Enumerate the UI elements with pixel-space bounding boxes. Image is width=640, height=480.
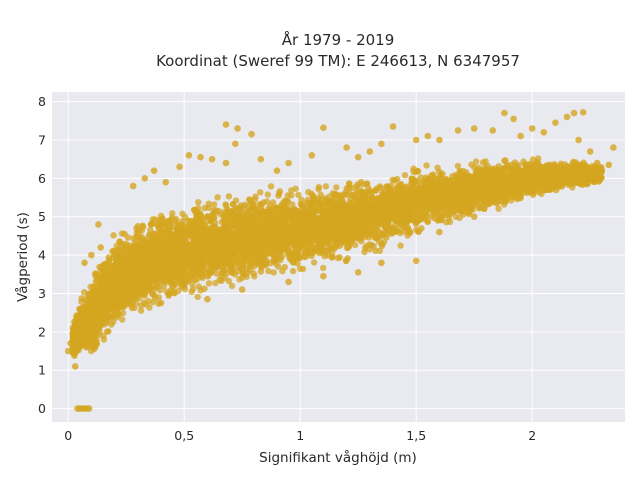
data-point [267,183,275,190]
data-point [100,336,108,343]
data-point [322,183,329,190]
data-point [110,232,117,239]
data-point [289,267,297,275]
data-point [310,259,318,266]
data-point [78,298,85,305]
data-point [157,212,165,219]
data-point [275,263,282,270]
data-points [64,109,617,412]
data-point [81,289,88,296]
data-point [201,204,208,212]
data-point [238,265,246,272]
data-point [148,220,156,228]
data-point [284,192,291,199]
chart-title-line-1: År 1979 - 2019 [282,30,395,49]
data-point [358,181,366,188]
data-point [279,267,286,275]
data-point [133,225,140,232]
data-point [397,242,404,249]
data-point [121,230,128,238]
data-point [265,267,272,275]
data-point [288,187,295,194]
data-point [156,287,164,294]
data-point [317,191,324,199]
data-point [295,191,302,199]
data-point [228,282,236,290]
data-point [205,280,213,287]
data-point [516,195,523,202]
data-point [397,181,404,189]
data-point [352,241,359,249]
chart-title-line-2: Koordinat (Sweref 99 TM): E 246613, N 63… [156,52,520,70]
data-point [213,270,220,277]
data-point [151,285,158,293]
data-point [212,279,219,287]
data-point [401,172,409,179]
data-point [377,184,384,192]
data-point [299,265,307,273]
data-point [257,189,264,196]
data-point [333,184,340,191]
data-point [211,201,218,208]
data-point [391,177,399,184]
data-point [340,191,347,198]
data-point [205,200,212,207]
data-point [137,307,145,314]
data-point [270,269,277,276]
data-point [103,328,111,335]
data-point [495,205,502,212]
data-point [269,199,277,206]
data-point [423,162,430,169]
data-point [468,161,475,168]
data-point [119,309,127,317]
data-point [320,264,327,272]
data-point [454,162,462,170]
data-point [119,316,126,323]
data-point [275,192,282,199]
data-point [434,216,442,223]
data-point [195,199,202,206]
data-point [452,172,459,179]
data-point [343,185,350,192]
data-point [264,191,271,198]
